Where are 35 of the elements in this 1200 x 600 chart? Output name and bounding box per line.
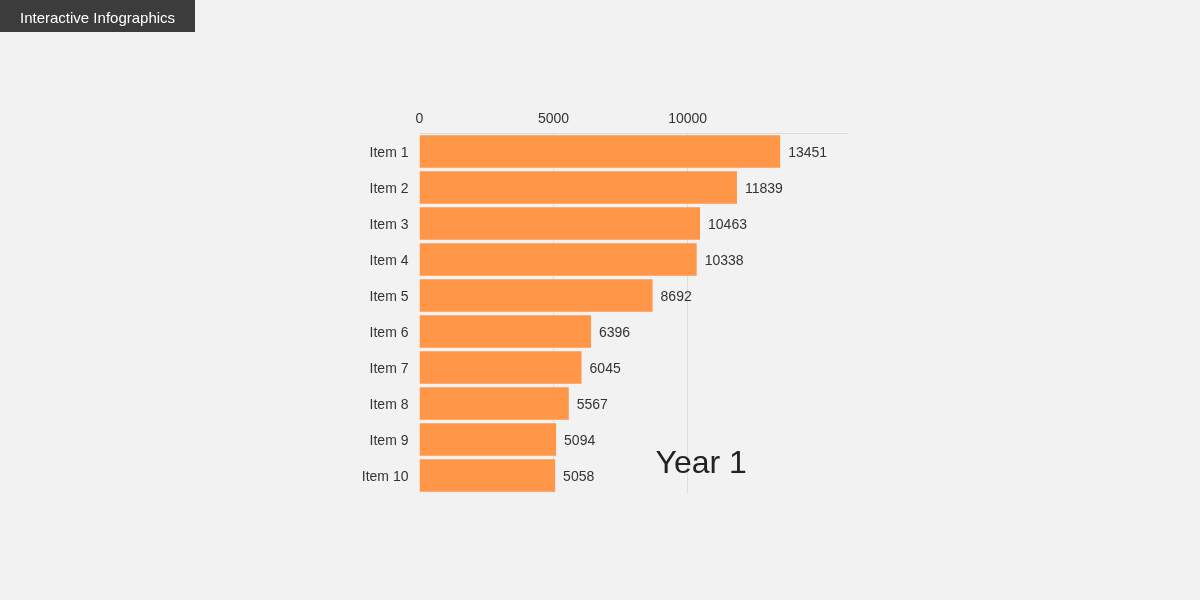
bar bbox=[419, 459, 556, 492]
text: Interactive Infographics bbox=[20, 8, 176, 28]
data-label: 5567 bbox=[576, 395, 609, 412]
x-tick-label: 5000 bbox=[537, 109, 570, 126]
bar bbox=[419, 279, 653, 312]
bar bbox=[419, 171, 737, 204]
bar bbox=[419, 315, 591, 348]
data-label: 11839 bbox=[744, 179, 784, 196]
y-tick-label: Item 1 bbox=[369, 143, 409, 160]
y-tick-label: Item 8 bbox=[369, 395, 409, 412]
data-label: 13451 bbox=[788, 143, 828, 160]
bar bbox=[419, 423, 557, 456]
y-tick-label: Item 2 bbox=[369, 179, 409, 196]
y-tick-label: Item 6 bbox=[369, 323, 409, 340]
bar bbox=[419, 243, 697, 276]
x-tick-label: 10000 bbox=[668, 109, 708, 126]
y-tick-label: Item 3 bbox=[369, 215, 409, 232]
y-tick-label: Item 7 bbox=[369, 359, 409, 376]
bar bbox=[419, 351, 582, 384]
data-label: 10338 bbox=[704, 251, 744, 268]
bar bbox=[419, 387, 569, 420]
data-label: 10463 bbox=[708, 215, 748, 232]
data-label: 6045 bbox=[589, 359, 621, 376]
data-label: 8692 bbox=[660, 287, 692, 304]
annotation: Year 1 bbox=[655, 443, 747, 480]
x-tick-label: 0 bbox=[415, 109, 424, 126]
data-label: 5094 bbox=[564, 431, 596, 448]
y-tick-label: Item 4 bbox=[369, 251, 409, 268]
y-tick-label: Item 10 bbox=[361, 467, 409, 484]
data-label: 6396 bbox=[598, 323, 631, 340]
bar bbox=[419, 207, 701, 240]
data-label: 5058 bbox=[563, 467, 595, 484]
bar bbox=[419, 135, 781, 168]
y-tick-label: Item 9 bbox=[369, 431, 409, 448]
y-tick-label: Item 5 bbox=[369, 287, 409, 304]
